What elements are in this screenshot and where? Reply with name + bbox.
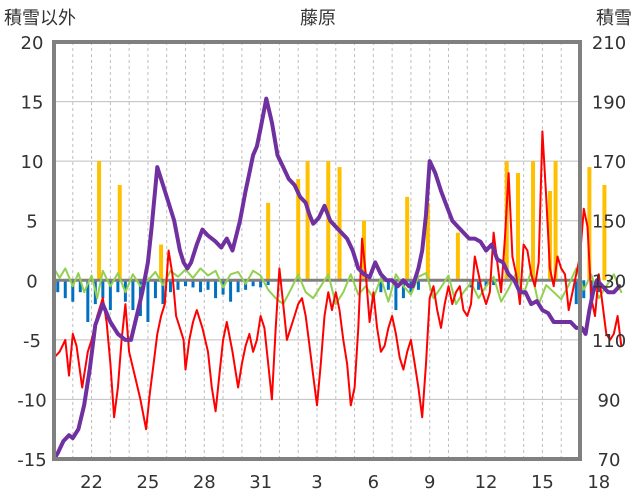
snow-change-bar: [492, 280, 496, 286]
precipitation-bar: [117, 184, 122, 281]
precipitation-bar: [547, 190, 552, 281]
tick-labels: 20 15 10 5 0 -5 -10 -15 210 190 170 150 130 110 90 70 22…: [17, 33, 626, 493]
snow-change-bar: [56, 280, 60, 293]
precipitation-bar: [587, 167, 592, 281]
right-tick-label: 150: [592, 212, 626, 233]
precipitation-bar: [455, 232, 460, 281]
left-axis-label: 積雪以外: [4, 8, 76, 29]
x-tick-label: 3: [311, 472, 322, 493]
snow-change-bar: [206, 280, 210, 290]
precipitation-bar: [266, 202, 271, 281]
snow-change-bar: [116, 280, 120, 293]
temperature-line: [53, 130, 623, 431]
snow-change-bar: [131, 280, 135, 311]
left-tick-label: 0: [26, 271, 37, 292]
precipitation-bar: [602, 184, 607, 281]
snow-change-bar: [259, 280, 263, 288]
precipitation-bar: [296, 179, 301, 281]
precipitation-bar: [516, 173, 521, 281]
left-tick-label: 15: [21, 93, 44, 114]
x-tick-label: 6: [368, 472, 379, 493]
chart-title: 藤原: [300, 8, 336, 29]
snow-change-bar: [184, 280, 187, 287]
snow-change-bar: [236, 280, 240, 293]
snow-change-bar: [484, 280, 488, 287]
left-tick-label: -5: [23, 331, 41, 352]
series-lines: [52, 96, 623, 461]
x-tick-label: 22: [80, 472, 103, 493]
snow-change-bar: [597, 280, 601, 293]
precipitation-bar: [531, 161, 536, 281]
x-tick-label: 18: [587, 472, 610, 493]
snow-change-bar: [161, 280, 165, 305]
snow-change-bar: [379, 280, 383, 293]
precipitation-bar: [425, 202, 430, 281]
snow-change-bar: [416, 280, 420, 290]
right-tick-label: 190: [592, 93, 626, 114]
precipitation-bar: [159, 244, 164, 281]
left-tick-label: 20: [21, 33, 44, 54]
right-tick-label: 210: [592, 33, 626, 54]
snow-change-bar: [191, 280, 195, 288]
x-tick-label: 9: [424, 472, 435, 493]
snow-change-bar: [229, 280, 233, 302]
snow-change-bar: [86, 280, 90, 322]
snow-change-bar: [251, 280, 255, 287]
snow-change-bar: [78, 280, 82, 293]
x-tick-label: 12: [475, 472, 498, 493]
right-tick-label: 130: [592, 271, 626, 292]
snow-change-bar: [199, 280, 203, 293]
precipitation-bar: [97, 161, 102, 281]
x-tick-label: 25: [136, 472, 159, 493]
snow-change-bar: [244, 280, 248, 290]
left-tick-label: 5: [26, 212, 37, 233]
snow-change-bar: [101, 280, 105, 299]
plot-frame: [52, 40, 582, 461]
x-tick-label: 31: [249, 472, 272, 493]
right-tick-label: 170: [592, 152, 626, 173]
snow-change-bar: [108, 280, 112, 311]
snow-change-bar: [63, 280, 67, 299]
left-tick-label: -15: [17, 450, 46, 471]
precipitation-bar: [553, 161, 558, 281]
right-tick-label: 70: [598, 450, 621, 471]
snow-change-bar: [214, 280, 218, 299]
snow-change-bar: [574, 280, 578, 305]
snow-change-bar: [176, 280, 180, 290]
right-axis-label: 積雪: [596, 8, 632, 29]
right-tick-label: 90: [598, 390, 621, 411]
left-tick-label: 10: [21, 152, 44, 173]
precipitation-bar: [337, 167, 342, 281]
snow-change-bar: [153, 280, 157, 299]
left-tick-label: -10: [17, 390, 46, 411]
snow-change-bar: [477, 280, 481, 290]
precipitation-bar: [405, 196, 410, 281]
snow-change-bar: [386, 280, 390, 290]
snow-change-bar: [266, 280, 270, 286]
snow-change-bar: [146, 280, 150, 322]
right-tick-label: 110: [592, 331, 626, 352]
snow-change-bar: [71, 280, 75, 302]
snow-change-bar: [394, 280, 398, 311]
x-tick-label: 28: [193, 472, 216, 493]
snow-change-bar: [401, 280, 405, 299]
precipitation-bar: [305, 161, 310, 281]
snow-change-bar: [168, 280, 172, 293]
x-tick-label: 15: [531, 472, 554, 493]
snow-depth-line: [52, 96, 622, 461]
